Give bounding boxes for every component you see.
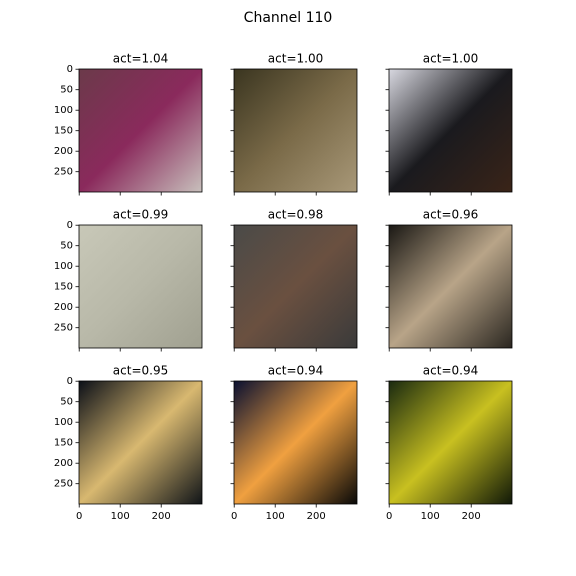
- panel-title: act=1.00: [423, 52, 478, 66]
- x-tick-label: 0: [76, 511, 82, 522]
- y-tick-label: 50: [60, 397, 73, 408]
- y-tick-label: 0: [67, 64, 73, 75]
- panel-title: act=0.94: [268, 364, 323, 378]
- y-tick-label: 200: [54, 302, 73, 313]
- x-tick-label: 100: [111, 511, 130, 522]
- y-tick-label: 200: [54, 458, 73, 469]
- panel-title: act=0.99: [113, 208, 168, 222]
- image: [79, 381, 202, 504]
- panel-title: act=0.94: [423, 364, 478, 378]
- y-tick-label: 0: [67, 220, 73, 231]
- y-tick-label: 250: [54, 323, 73, 334]
- y-tick-label: 0: [67, 376, 73, 387]
- panel-title: act=1.00: [268, 52, 323, 66]
- image: [79, 225, 202, 348]
- y-tick-label: 150: [54, 438, 73, 449]
- image: [389, 69, 512, 192]
- image: [234, 69, 357, 192]
- y-tick-label: 50: [60, 85, 73, 96]
- y-tick-label: 100: [54, 105, 73, 116]
- x-tick-label: 200: [152, 511, 171, 522]
- x-tick-label: 0: [386, 511, 392, 522]
- panel-title: act=0.96: [423, 208, 478, 222]
- image: [79, 69, 202, 192]
- x-tick-label: 200: [462, 511, 481, 522]
- y-tick-label: 250: [54, 479, 73, 490]
- y-tick-label: 150: [54, 126, 73, 137]
- x-tick-label: 100: [266, 511, 285, 522]
- y-tick-label: 50: [60, 241, 73, 252]
- panel-title: act=0.98: [268, 208, 323, 222]
- figure-title: Channel 110: [244, 10, 333, 26]
- y-tick-label: 100: [54, 417, 73, 428]
- y-tick-label: 150: [54, 282, 73, 293]
- x-tick-label: 0: [231, 511, 237, 522]
- x-tick-label: 100: [421, 511, 440, 522]
- image: [234, 225, 357, 348]
- panel-title: act=1.04: [113, 52, 168, 66]
- image: [234, 381, 357, 504]
- y-tick-label: 100: [54, 261, 73, 272]
- image: [389, 381, 512, 504]
- y-tick-label: 250: [54, 167, 73, 178]
- panel-title: act=0.95: [113, 364, 168, 378]
- image: [389, 225, 512, 348]
- y-tick-label: 200: [54, 146, 73, 157]
- x-tick-label: 200: [307, 511, 326, 522]
